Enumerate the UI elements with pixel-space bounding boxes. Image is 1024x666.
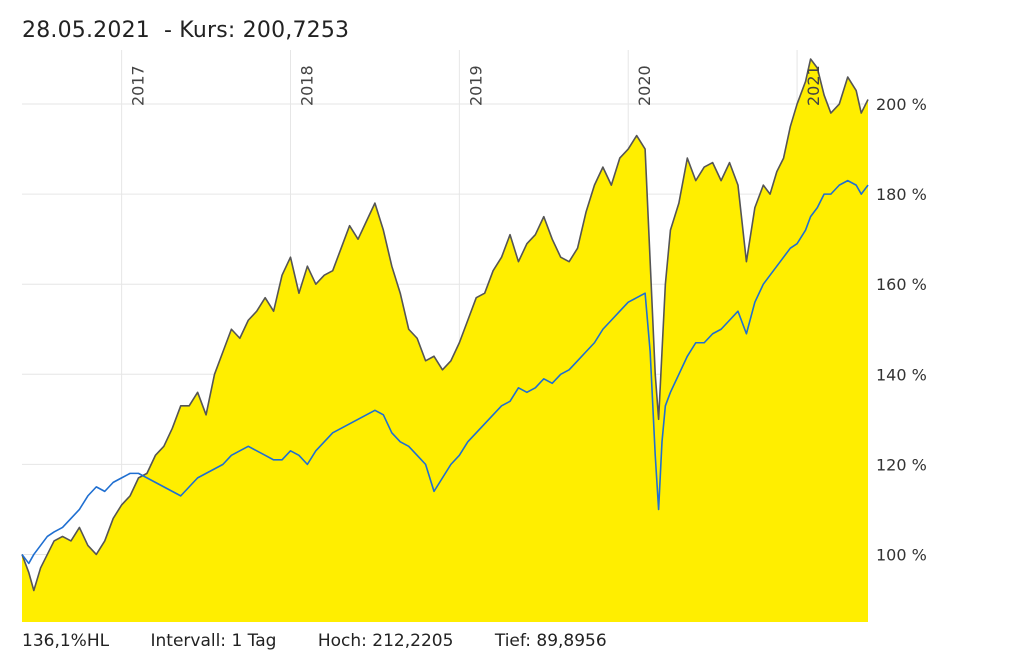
x-tick-label: 2019 [466,65,485,106]
y-tick-label: 100 % [876,545,927,564]
y-tick-label: 160 % [876,275,927,294]
x-tick-label: 2020 [635,65,654,106]
price-area [22,59,868,622]
y-axis-labels: 100 % 120 % 140 % 160 % 180 % 200 % [876,95,927,564]
footer-high: Hoch: 212,2205 [317,631,454,651]
footer-low: Tief: 89,8956 [494,631,607,651]
x-tick-label: 2018 [297,65,316,106]
x-axis-labels: 2017 2018 2019 2020 2021 [129,65,823,106]
chart-header: 28.05.2021 - Kurs: 200,7253 [22,18,359,43]
footer-interval: Intervall: 1 Tag [150,631,277,651]
y-tick-label: 120 % [876,455,927,474]
chart-plot [21,58,869,622]
chart-footer: 136,1%HL Intervall: 1 Tag Hoch: 212,2205… [22,631,643,651]
header-kurs: - Kurs: 200,7253 [163,18,350,43]
y-tick-label: 200 % [876,95,927,114]
price-line [21,58,869,592]
x-tick-label: 2021 [804,65,823,106]
x-tick-label: 2017 [129,65,148,106]
benchmark-line [21,179,869,565]
y-tick-label: 140 % [876,365,927,384]
header-date: 28.05.2021 [22,18,150,43]
footer-hl: 136,1%HL [22,631,110,651]
y-tick-label: 180 % [876,185,927,204]
